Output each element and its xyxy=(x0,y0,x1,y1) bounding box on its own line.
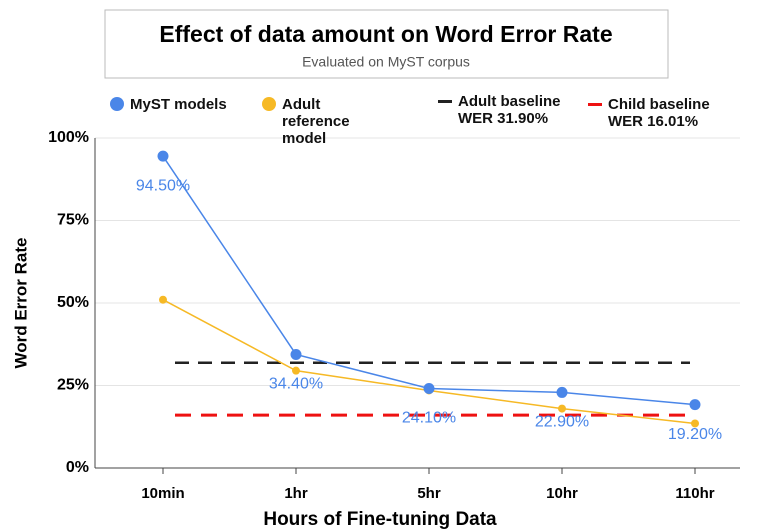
y-tick-label: 0% xyxy=(66,459,89,476)
x-tick-label: 5hr xyxy=(417,485,441,502)
legend-marker xyxy=(262,97,276,111)
legend-label: Adult baseline WER 31.90% xyxy=(458,93,561,127)
title-box xyxy=(104,9,669,79)
chart-subtitle: Evaluated on MyST corpus xyxy=(302,54,470,70)
legend-marker xyxy=(588,103,602,106)
point xyxy=(290,348,302,360)
y-axis-title: Word Error Rate xyxy=(11,238,30,369)
y-tick-label: 50% xyxy=(57,294,89,311)
point xyxy=(556,386,568,398)
x-axis-title: Hours of Fine-tuning Data xyxy=(263,509,497,530)
point xyxy=(689,399,701,411)
data-label: 24.10% xyxy=(402,410,456,427)
x-tick-label: 1hr xyxy=(284,485,308,502)
x-tick-label: 10min xyxy=(141,485,184,502)
point xyxy=(423,382,435,394)
y-tick-label: 100% xyxy=(48,129,89,146)
data-label: 22.90% xyxy=(535,414,589,431)
point xyxy=(157,150,169,162)
point xyxy=(558,404,566,413)
point xyxy=(292,366,300,375)
point xyxy=(691,419,699,428)
data-label: 94.50% xyxy=(136,177,190,194)
legend-label: Child baseline WER 16.01% xyxy=(608,96,710,130)
y-tick-label: 25% xyxy=(57,377,89,394)
series-line xyxy=(162,155,696,406)
legend-marker xyxy=(438,100,452,103)
x-tick-label: 10hr xyxy=(546,485,578,502)
legend-marker xyxy=(110,97,124,111)
legend-label: Adult reference model xyxy=(282,96,350,147)
data-label: 19.20% xyxy=(668,426,722,443)
x-tick-label: 110hr xyxy=(675,485,714,502)
chart-title: Effect of data amount on Word Error Rate xyxy=(159,21,612,47)
y-tick-label: 75% xyxy=(57,212,89,229)
data-label: 34.40% xyxy=(269,376,323,393)
point xyxy=(159,295,167,304)
legend-label: MyST models xyxy=(130,96,227,113)
